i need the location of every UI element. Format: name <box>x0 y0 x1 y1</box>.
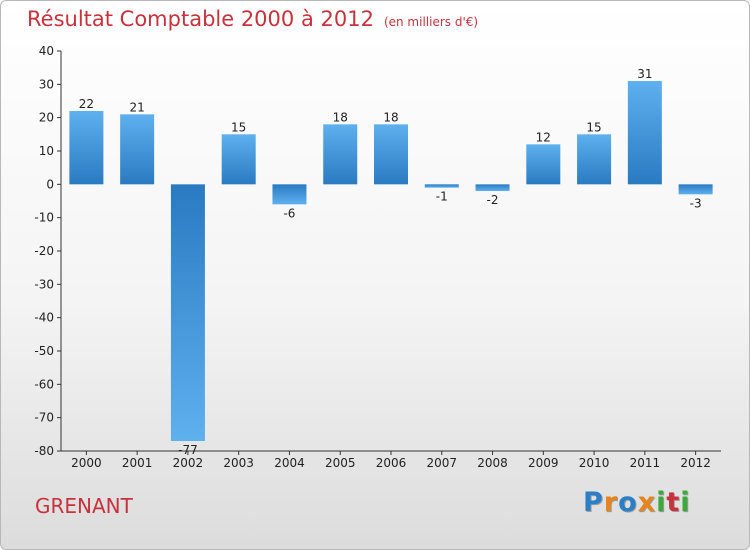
y-tick-label: 0 <box>46 177 54 191</box>
logo-letter: i <box>680 487 691 518</box>
data-label: 22 <box>79 97 94 111</box>
y-tick-label: -20 <box>34 244 54 258</box>
bar-2006 <box>374 124 408 185</box>
logo-letter: i <box>656 487 667 518</box>
bar-2005 <box>323 124 358 185</box>
x-tick-label: 2003 <box>223 456 254 470</box>
y-tick-label: 20 <box>39 111 54 125</box>
data-label: -2 <box>487 193 499 207</box>
x-tick-label: 2012 <box>680 456 711 470</box>
y-tick-label: 10 <box>39 144 54 158</box>
proxiti-logo: Proxiti <box>583 487 691 518</box>
data-label: 31 <box>637 67 652 81</box>
data-label: -77 <box>178 443 198 457</box>
chart-subtitle: (en milliers d'€) <box>383 15 479 29</box>
logo-letter: r <box>603 487 619 518</box>
data-label: 15 <box>586 120 601 134</box>
bar-2003 <box>221 134 256 185</box>
y-tick-label: -60 <box>34 377 54 391</box>
data-label: -3 <box>690 196 702 210</box>
data-label: -1 <box>436 190 448 204</box>
x-tick-label: 2011 <box>630 456 661 470</box>
bar-2010 <box>577 134 612 185</box>
bar-2000 <box>69 111 104 185</box>
chart-title-text: Résultat Comptable 2000 à 2012 <box>27 7 374 31</box>
x-tick-label: 2001 <box>122 456 153 470</box>
data-label: -6 <box>283 206 295 220</box>
bar-2004 <box>272 184 307 205</box>
x-tick-label: 2009 <box>528 456 559 470</box>
data-label: 12 <box>536 130 551 144</box>
bar-2007 <box>424 184 459 188</box>
bar-2012 <box>678 184 713 195</box>
logo-letter: o <box>618 487 638 518</box>
logo-letter: P <box>583 487 604 518</box>
y-tick-label: -30 <box>34 277 54 291</box>
bar-2008 <box>475 184 510 191</box>
chart-title: Résultat Comptable 2000 à 2012 (en millie… <box>27 7 478 31</box>
y-tick-label: -10 <box>34 211 54 225</box>
x-tick-label: 2008 <box>477 456 508 470</box>
bar-2011 <box>627 81 662 185</box>
y-tick-label: 40 <box>39 44 54 58</box>
logo-letter: t <box>666 487 681 518</box>
bar-2001 <box>120 114 155 185</box>
bar-2009 <box>526 144 561 185</box>
chart-data-labels: 22 21 -77 15 -6 18 18 -1 -2 12 15 31 -3 <box>79 67 702 457</box>
x-tick-label: 2006 <box>376 456 407 470</box>
data-label: 18 <box>383 110 398 124</box>
town-name: GRENANT <box>35 494 133 518</box>
x-tick-label: 2010 <box>579 456 610 470</box>
x-tick-label: 2005 <box>325 456 356 470</box>
x-tick-label: 2007 <box>426 456 457 470</box>
x-tick-label: 2000 <box>71 456 102 470</box>
bar-2002 <box>170 184 205 442</box>
data-label: 15 <box>231 120 246 134</box>
data-label: 18 <box>333 110 348 124</box>
x-tick-label: 2002 <box>173 456 204 470</box>
data-label: 21 <box>130 100 145 114</box>
y-tick-label: -80 <box>34 444 54 458</box>
y-tick-label: -70 <box>34 411 54 425</box>
y-tick-label: -50 <box>34 344 54 358</box>
logo-letter: x <box>637 487 657 518</box>
chart-bars <box>69 81 713 442</box>
x-tick-label: 2004 <box>274 456 305 470</box>
y-tick-label: -40 <box>34 311 54 325</box>
y-tick-label: 30 <box>39 77 54 91</box>
